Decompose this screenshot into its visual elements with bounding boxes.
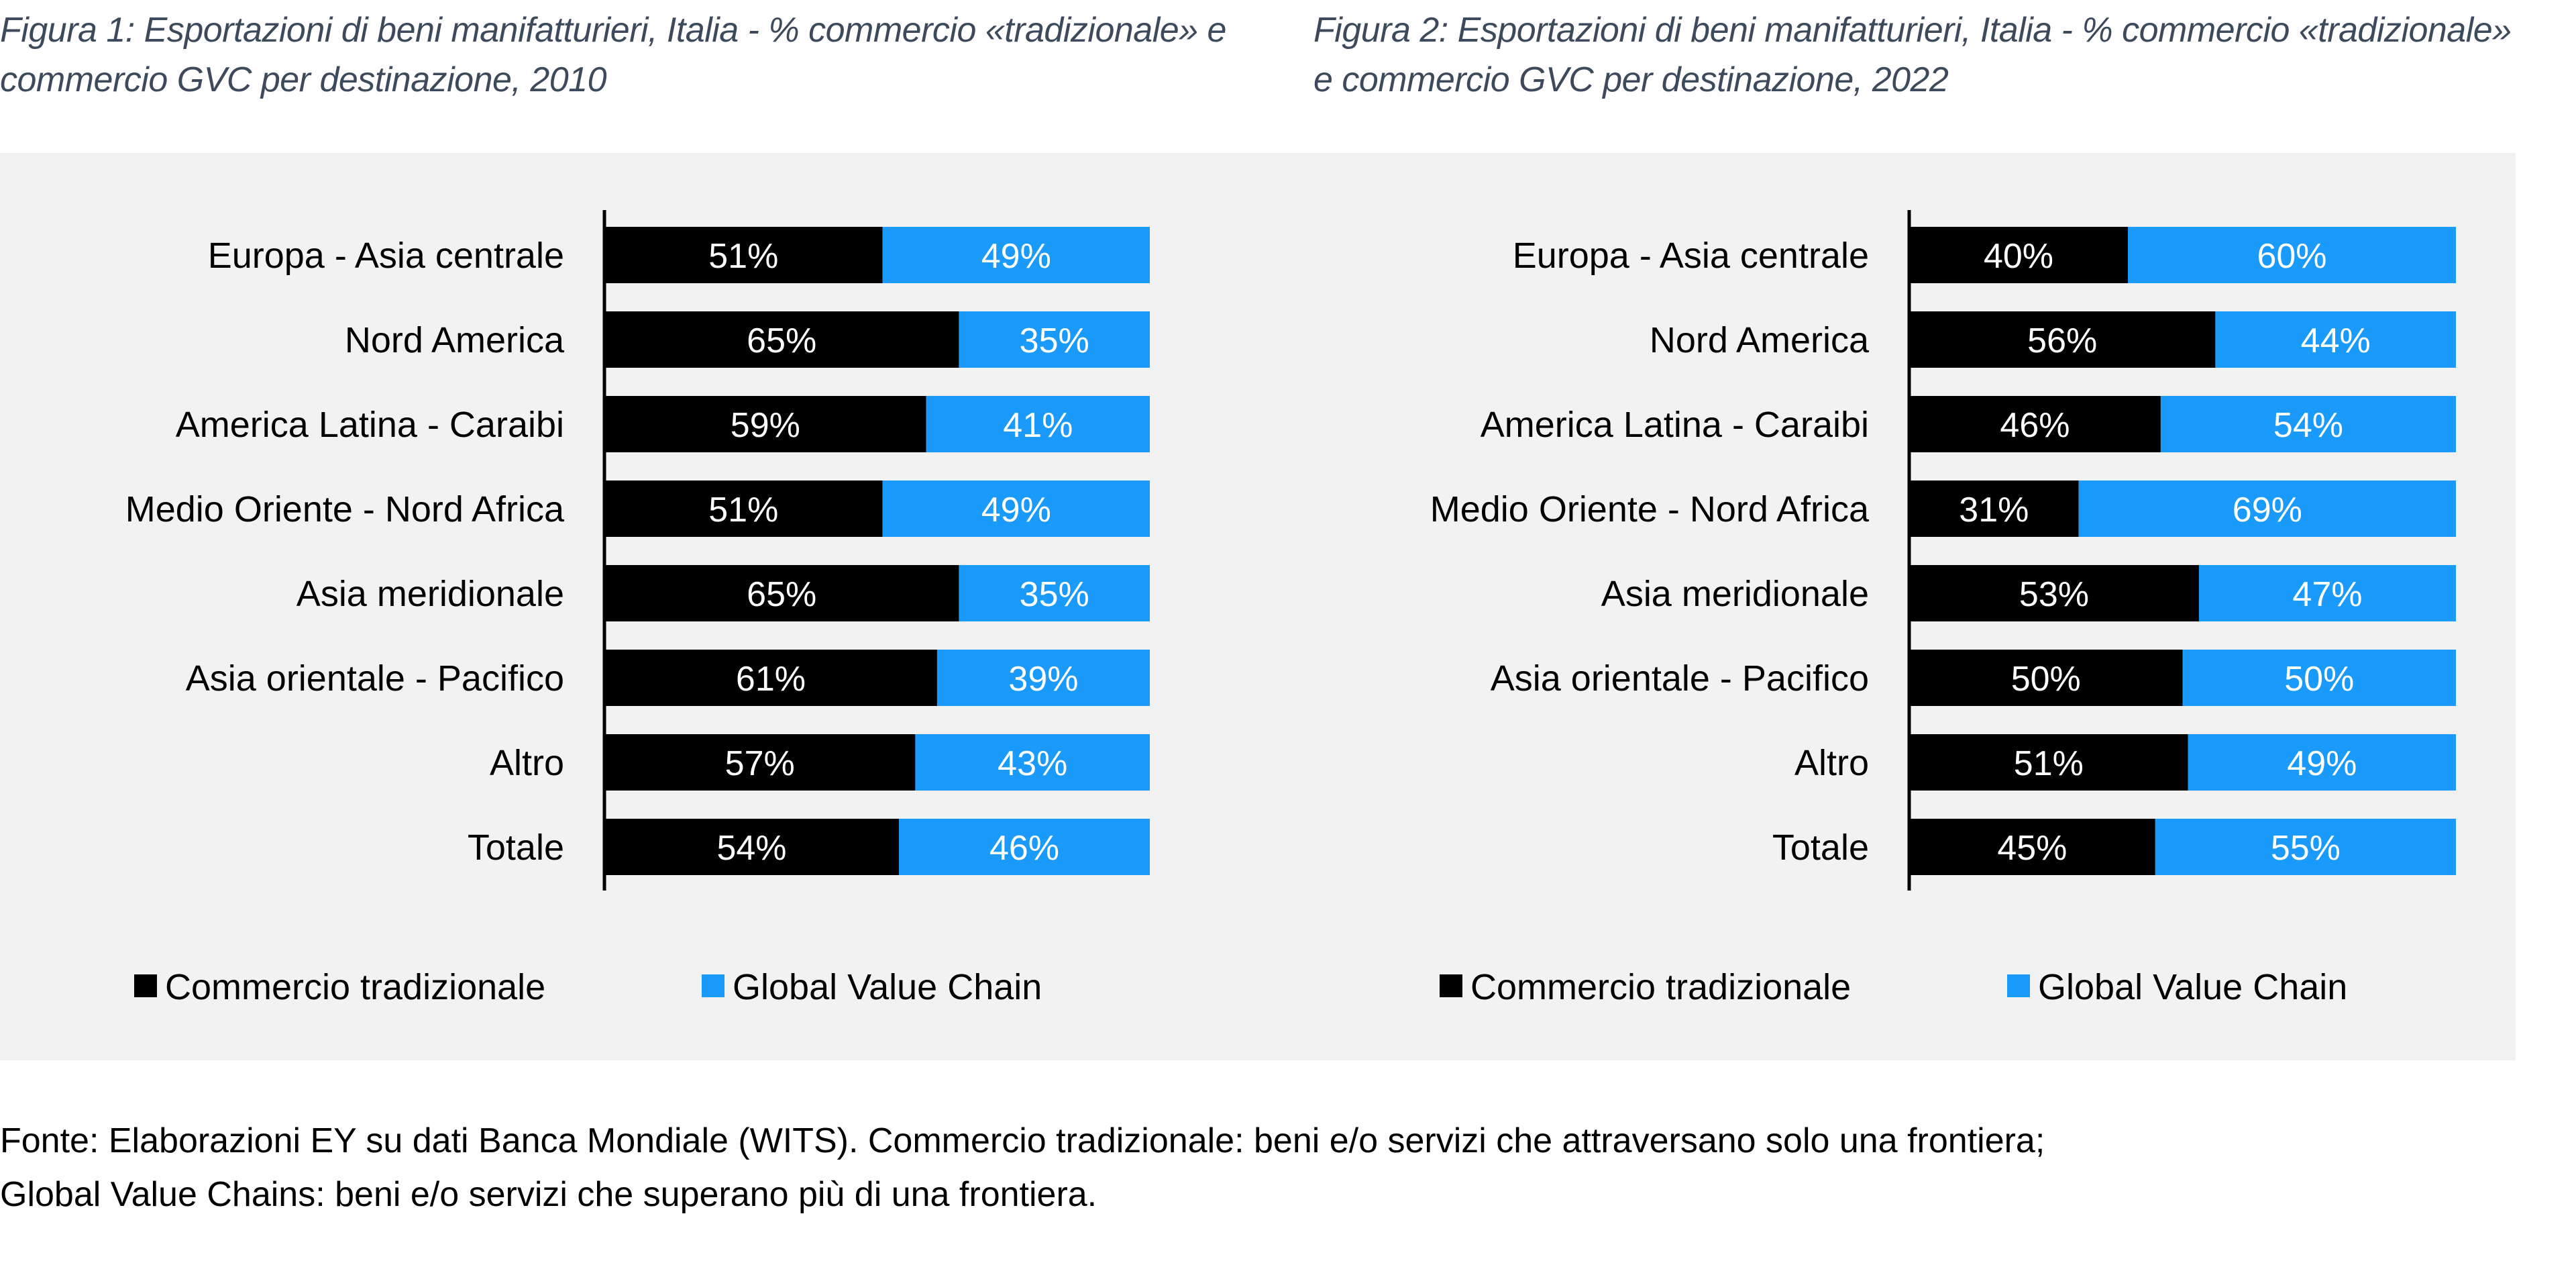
data-label: 41% xyxy=(1003,406,1073,445)
data-label: 54% xyxy=(2273,406,2343,445)
bar-tradizionale xyxy=(604,311,959,368)
legend-swatch xyxy=(702,974,724,997)
bar-tradizionale xyxy=(1909,311,2216,368)
data-label: 51% xyxy=(708,237,778,276)
bar-tradizionale xyxy=(1909,819,2155,875)
data-label: 45% xyxy=(1997,829,2067,868)
bar-gvc xyxy=(926,396,1150,452)
data-label: 69% xyxy=(2233,491,2302,529)
category-label: Asia orientale - Pacifico xyxy=(1491,658,1869,699)
data-label: 46% xyxy=(989,829,1059,868)
category-label: Totale xyxy=(468,827,564,868)
legend-swatch xyxy=(134,974,157,997)
bar-gvc xyxy=(2182,650,2456,706)
category-label: Asia orientale - Pacifico xyxy=(186,658,564,699)
category-label: Medio Oriente - Nord Africa xyxy=(125,489,565,529)
data-label: 49% xyxy=(2287,744,2357,783)
chart-1-title: Figura 1: Esportazioni di beni manifattu… xyxy=(0,11,1226,99)
data-label: 55% xyxy=(2271,829,2341,868)
bar-tradizionale xyxy=(1909,480,2079,537)
data-label: 44% xyxy=(2301,321,2371,360)
category-label: Medio Oriente - Nord Africa xyxy=(1430,489,1870,529)
data-label: 60% xyxy=(2257,237,2326,276)
data-label: 53% xyxy=(2019,575,2089,614)
category-label: Altro xyxy=(490,743,564,783)
bar-gvc xyxy=(915,734,1150,791)
bar-tradizionale xyxy=(604,480,883,537)
data-label: 51% xyxy=(708,491,778,529)
data-label: 51% xyxy=(2014,744,2084,783)
bar-gvc xyxy=(959,311,1150,368)
category-label: Europa - Asia centrale xyxy=(208,236,564,276)
data-label: 43% xyxy=(998,744,1067,783)
legend-label: Commercio tradizionale xyxy=(1470,967,1851,1007)
bar-gvc xyxy=(2128,227,2456,283)
bar-tradizionale xyxy=(604,227,883,283)
data-label: 35% xyxy=(1020,575,1089,614)
category-label: Nord America xyxy=(1650,320,1870,360)
bar-gvc xyxy=(959,565,1150,621)
legend-label: Global Value Chain xyxy=(2038,967,2347,1007)
bar-gvc xyxy=(899,819,1150,875)
bar-tradizionale xyxy=(604,565,959,621)
bar-gvc xyxy=(2215,311,2456,368)
bar-tradizionale xyxy=(1909,734,2188,791)
data-label: 56% xyxy=(2027,321,2097,360)
bar-tradizionale xyxy=(1909,227,2128,283)
data-label: 65% xyxy=(747,575,816,614)
legend-label: Global Value Chain xyxy=(733,967,1042,1007)
bar-gvc xyxy=(2160,396,2456,452)
footer-note: Fonte: Elaborazioni EY su dati Banca Mon… xyxy=(0,1114,2576,1221)
bar-tradizionale xyxy=(604,650,937,706)
footer-line-1: Fonte: Elaborazioni EY su dati Banca Mon… xyxy=(0,1121,2045,1160)
bar-tradizionale xyxy=(604,819,900,875)
category-label: America Latina - Caraibi xyxy=(176,405,564,445)
data-label: 35% xyxy=(1020,321,1089,360)
data-label: 59% xyxy=(731,406,800,445)
data-label: 46% xyxy=(2000,406,2070,445)
bar-tradizionale xyxy=(604,396,926,452)
category-label: Nord America xyxy=(345,320,565,360)
bar-gvc xyxy=(2078,480,2456,537)
chart-2-title: Figura 2: Esportazioni di beni manifattu… xyxy=(1313,11,2512,99)
data-label: 47% xyxy=(2292,575,2362,614)
data-label: 54% xyxy=(716,829,786,868)
category-label: Europa - Asia centrale xyxy=(1513,236,1869,276)
footer-line-2: Global Value Chains: beni e/o servizi ch… xyxy=(0,1175,1097,1214)
bar-tradizionale xyxy=(1909,650,2183,706)
category-label: Asia meridionale xyxy=(297,574,564,614)
bar-gvc xyxy=(882,480,1150,537)
data-label: 39% xyxy=(1008,660,1078,699)
data-label: 50% xyxy=(2011,660,2081,699)
data-label: 49% xyxy=(981,237,1051,276)
bar-gvc xyxy=(2198,565,2456,621)
data-label: 61% xyxy=(736,660,806,699)
legend-label: Commercio tradizionale xyxy=(165,967,545,1007)
category-label: Altro xyxy=(1794,743,1869,783)
category-label: Totale xyxy=(1772,827,1869,868)
data-label: 40% xyxy=(1984,237,2053,276)
data-label: 31% xyxy=(1959,491,2029,529)
data-label: 50% xyxy=(2284,660,2354,699)
legend-swatch xyxy=(1440,974,1462,997)
bar-gvc xyxy=(2188,734,2456,791)
data-label: 65% xyxy=(747,321,816,360)
bar-gvc xyxy=(882,227,1150,283)
legend-swatch xyxy=(2007,974,2030,997)
category-label: Asia meridionale xyxy=(1601,574,1869,614)
category-label: America Latina - Caraibi xyxy=(1481,405,1869,445)
bar-tradizionale xyxy=(1909,396,2161,452)
bar-tradizionale xyxy=(604,734,916,791)
bar-tradizionale xyxy=(1909,565,2199,621)
data-label: 49% xyxy=(981,491,1051,529)
bar-gvc xyxy=(2155,819,2456,875)
data-label: 57% xyxy=(725,744,795,783)
bar-gvc xyxy=(936,650,1150,706)
